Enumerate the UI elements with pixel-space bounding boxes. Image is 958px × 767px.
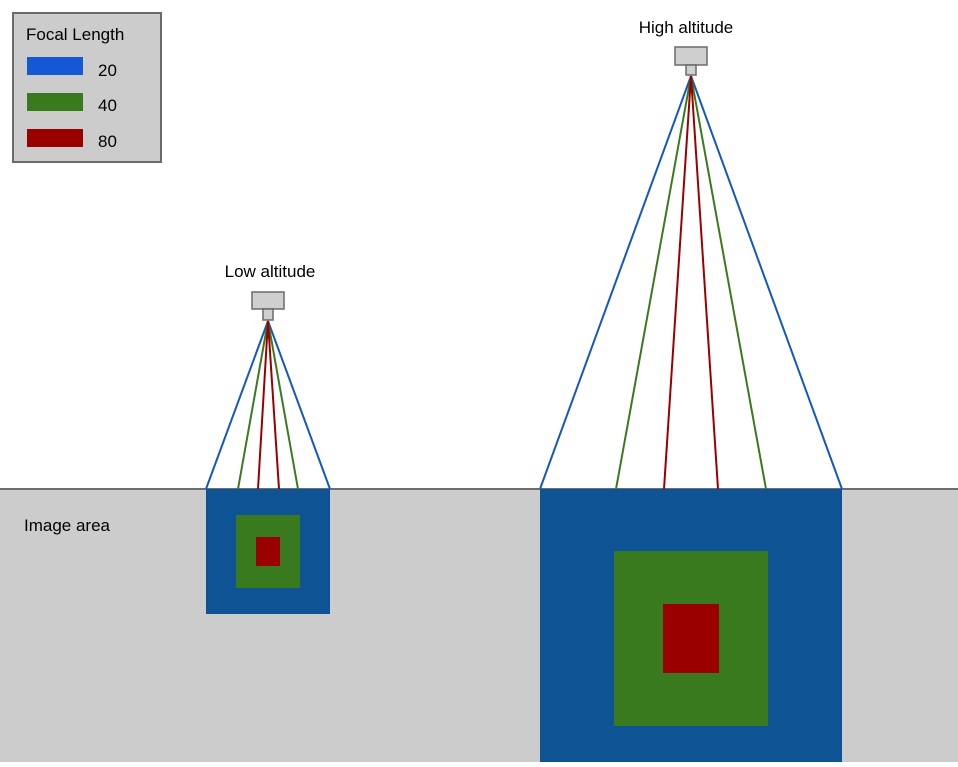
high-altitude-label: High altitude [639, 18, 734, 37]
high-footprint-80 [663, 604, 719, 673]
high-ray-40-left [615, 75, 692, 490]
legend-title: Focal Length [26, 25, 124, 44]
high-ray-40-right [690, 75, 767, 490]
low-ray-80-right [267, 320, 280, 490]
low-altitude-label: Low altitude [225, 262, 316, 281]
low-ray-40-left [237, 320, 269, 490]
low-footprint-80 [256, 537, 280, 566]
legend-label-40: 40 [98, 96, 117, 115]
low-camera-icon [251, 291, 285, 321]
legend: Focal Length 20 40 80 [12, 12, 162, 163]
legend-swatch-20 [27, 57, 83, 75]
high-rays [539, 75, 843, 490]
low-ray-80-left [257, 320, 269, 490]
image-area-label: Image area [24, 516, 111, 535]
low-rays [205, 320, 331, 490]
high-camera-icon [674, 46, 708, 76]
legend-label-20: 20 [98, 61, 117, 80]
legend-label-80: 80 [98, 132, 117, 151]
high-ray-80-right [690, 75, 719, 490]
high-ray-20-right [690, 75, 843, 490]
high-ray-20-left [539, 75, 692, 490]
legend-swatch-80 [27, 129, 83, 147]
high-ray-80-left [663, 75, 692, 490]
legend-swatch-40 [27, 93, 83, 111]
low-ray-20-left [205, 320, 269, 490]
low-ray-20-right [267, 320, 331, 490]
low-ray-40-right [267, 320, 299, 490]
